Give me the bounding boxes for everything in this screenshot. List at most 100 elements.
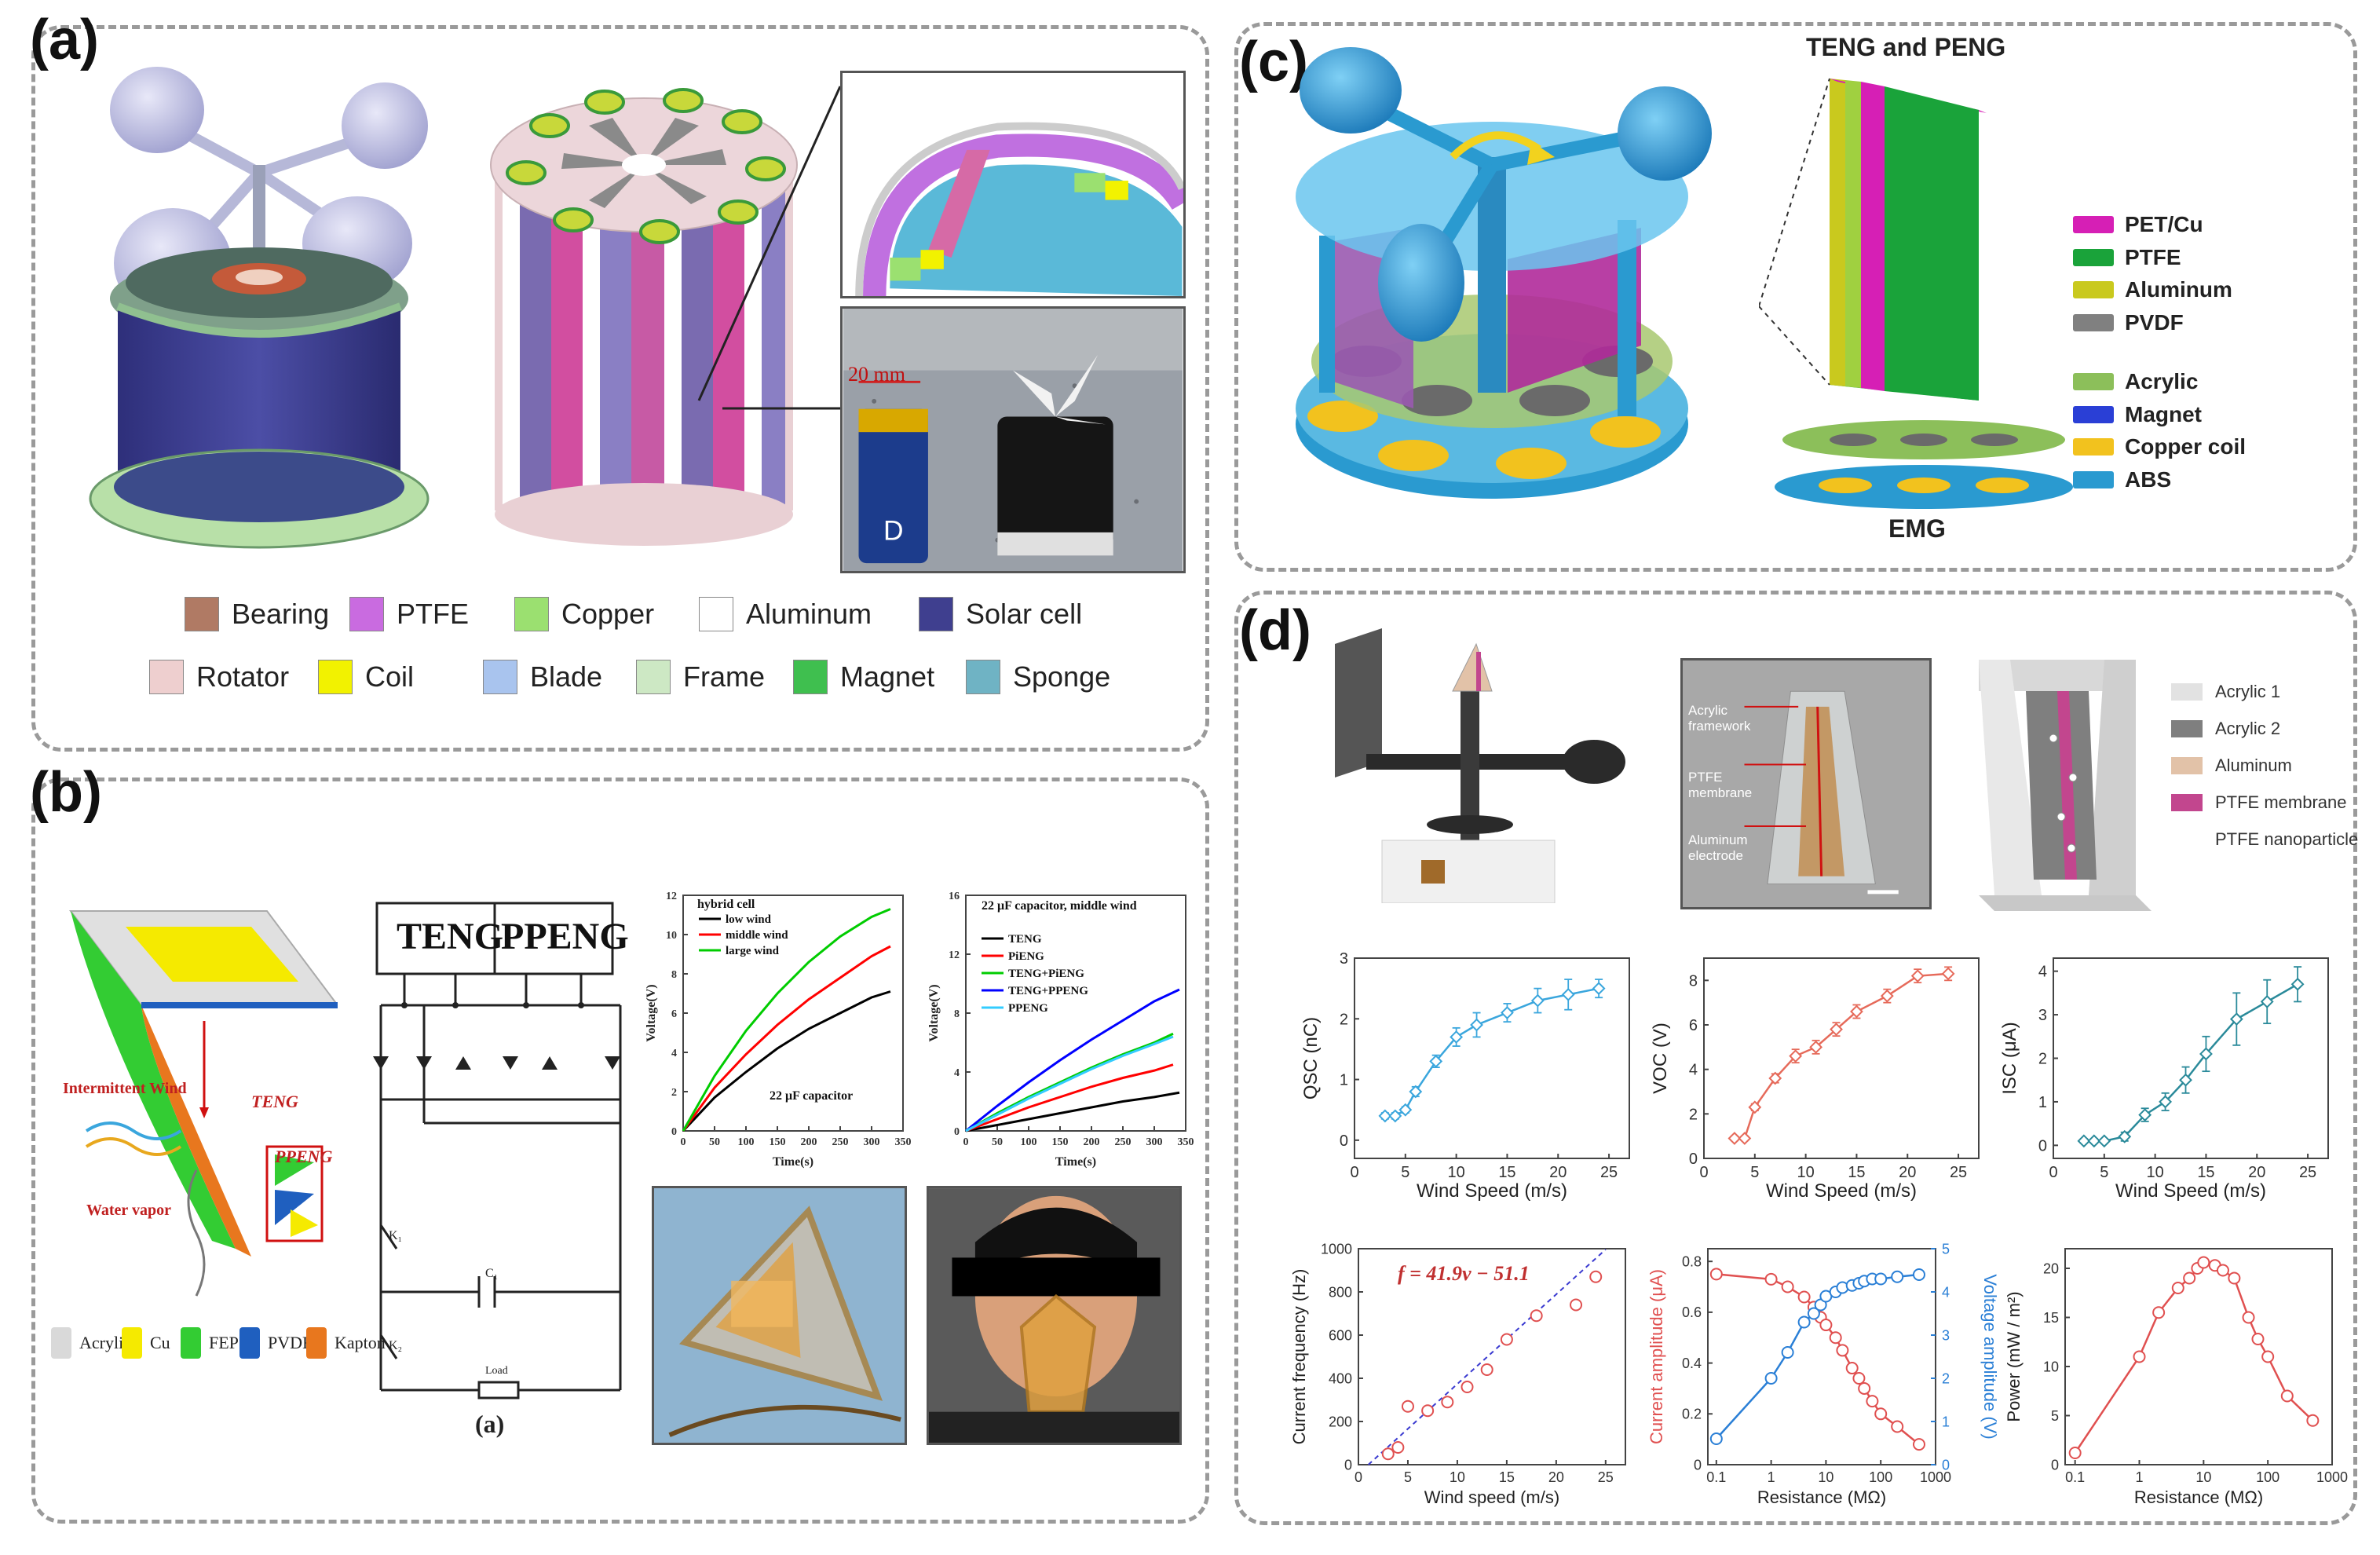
x-tick-label: 10	[2195, 1469, 2211, 1485]
data-point	[1874, 1407, 1888, 1421]
y2-tick-label: 0	[1942, 1457, 1950, 1473]
scale-bar-label: 20 mm	[848, 363, 905, 386]
legend-swatch	[51, 1327, 71, 1359]
legend-entry: TENG+PPENG	[1008, 985, 1088, 997]
data-point	[2228, 1271, 2241, 1285]
data-point	[1836, 1344, 1849, 1357]
x-axis-label: Wind Speed (m/s)	[1766, 1180, 1917, 1202]
y-tick-label: 2	[671, 1087, 677, 1099]
data-point	[1727, 1132, 1742, 1145]
y-axis-label: Voltage(V)	[927, 984, 941, 1041]
series-line	[2074, 1261, 2314, 1454]
data-point	[1592, 982, 1606, 996]
x-tick-label: 200	[801, 1136, 817, 1148]
legend-swatch	[2171, 757, 2203, 774]
x-tick-label: 0	[1355, 1469, 1362, 1485]
data-point	[1391, 1441, 1405, 1454]
y-tick-label: 20	[2043, 1260, 2059, 1276]
data-point	[2097, 1134, 2111, 1148]
x-tick-label: 25	[1598, 1469, 1614, 1485]
legend-swatch	[306, 1327, 327, 1359]
person-wearing-mask-photo	[927, 1186, 1182, 1445]
legend-swatch	[2171, 831, 2203, 848]
data-point	[2261, 1350, 2275, 1363]
y-axis-label: QSC (nC)	[1300, 1017, 1322, 1099]
x-tick-label: 10	[1797, 1164, 1815, 1181]
legend-label: Frame	[683, 660, 766, 693]
legend-b-item: Acrylic	[51, 1327, 131, 1359]
y2-tick-label: 5	[1942, 1241, 1950, 1257]
y-tick-label: 1000	[1321, 1241, 1352, 1257]
legend-entry: low wind	[726, 913, 772, 926]
data-point	[1807, 1307, 1820, 1320]
data-point	[1409, 1085, 1423, 1099]
ppeng-label: PPENG	[275, 1147, 333, 1166]
legend-label: Bearing	[232, 598, 330, 630]
legend-d-item: Acrylic 1	[2171, 682, 2280, 702]
legend-label: FEP	[209, 1333, 239, 1352]
plot-frame	[1354, 957, 1630, 1159]
y-tick-label: 0	[1340, 1132, 1348, 1150]
data-point	[2171, 1282, 2184, 1294]
data-point	[1764, 1272, 1778, 1286]
y-tick-label: 16	[949, 891, 960, 902]
series-line	[965, 988, 1180, 1132]
y-tick-label: 1	[1340, 1072, 1348, 1089]
y-tick-label: 4	[954, 1067, 960, 1079]
series-line	[682, 945, 891, 1132]
x-tick-label: 10	[1448, 1164, 1465, 1181]
legend-label: Aluminum	[2125, 277, 2232, 302]
series-line	[2083, 983, 2298, 1143]
data-point	[2159, 1095, 2173, 1109]
legend-swatch	[239, 1327, 260, 1359]
legend-swatch	[122, 1327, 142, 1359]
data-point	[1891, 1270, 1904, 1283]
data-point	[1819, 1319, 1833, 1332]
data-point	[2087, 1134, 2101, 1148]
legend-label: Acrylic 1	[2215, 682, 2281, 701]
legend-swatch	[185, 597, 219, 631]
zoom-guide-lines	[691, 71, 848, 416]
chart-annotation: 22 μF capacitor	[770, 1089, 853, 1103]
y-tick-label: 800	[1329, 1284, 1352, 1300]
y-tick-label: 6	[671, 1008, 677, 1020]
x-tick-label: 50	[992, 1136, 1003, 1148]
x-tick-label: 250	[832, 1136, 849, 1148]
legend-a-item: Frame	[636, 660, 765, 694]
x-tick-label: 0	[681, 1136, 686, 1148]
x-tick-label: 15	[1848, 1164, 1865, 1181]
legend-c-item: PVDF	[2073, 310, 2184, 335]
y-tick-label: 8	[954, 1008, 960, 1020]
legend-label: Copper	[561, 598, 655, 630]
data-point	[1797, 1315, 1811, 1329]
data-point	[2133, 1350, 2146, 1363]
x-tick-label: 15	[2197, 1164, 2214, 1181]
y-tick-label: 0.4	[1682, 1356, 1702, 1371]
legend-swatch	[966, 660, 1000, 694]
x-tick-label: 10	[1818, 1469, 1833, 1485]
legend-label: PET/Cu	[2125, 212, 2203, 236]
anemometer-generator-illustration	[71, 47, 463, 558]
x-tick-label: 5	[1401, 1164, 1409, 1181]
y-tick-label: 10	[666, 930, 677, 942]
fit-line	[1367, 1249, 1607, 1465]
x-tick-label: 5	[1750, 1164, 1759, 1181]
series-line	[965, 1091, 1180, 1132]
legend-label: Acrylic	[2125, 369, 2199, 393]
circuit-diagram	[369, 895, 628, 1429]
panel-d-letter: (d)	[1239, 599, 1311, 662]
data-point	[1830, 1023, 1843, 1037]
data-point	[1845, 1362, 1859, 1375]
x-tick-label: 20	[2248, 1164, 2265, 1181]
data-point	[1880, 989, 1894, 1003]
wind-label: Intermittent Wind	[63, 1080, 187, 1097]
legend-swatch	[2171, 683, 2203, 701]
data-point	[1500, 1333, 1513, 1346]
data-point	[1941, 967, 1955, 981]
data-point	[1781, 1346, 1794, 1359]
legend-swatch	[2073, 281, 2114, 298]
chart-svg: 0.1 1 10 100 1000 0 5 10 15 20 Resistance (MΩ) Powe…	[2004, 1248, 2348, 1507]
y2-axis-label: Voltage amplitude (V)	[1980, 1274, 2000, 1439]
y-axis-label: ISC (μA)	[1999, 1022, 2020, 1095]
x-tick-label: 100	[1021, 1136, 1037, 1148]
